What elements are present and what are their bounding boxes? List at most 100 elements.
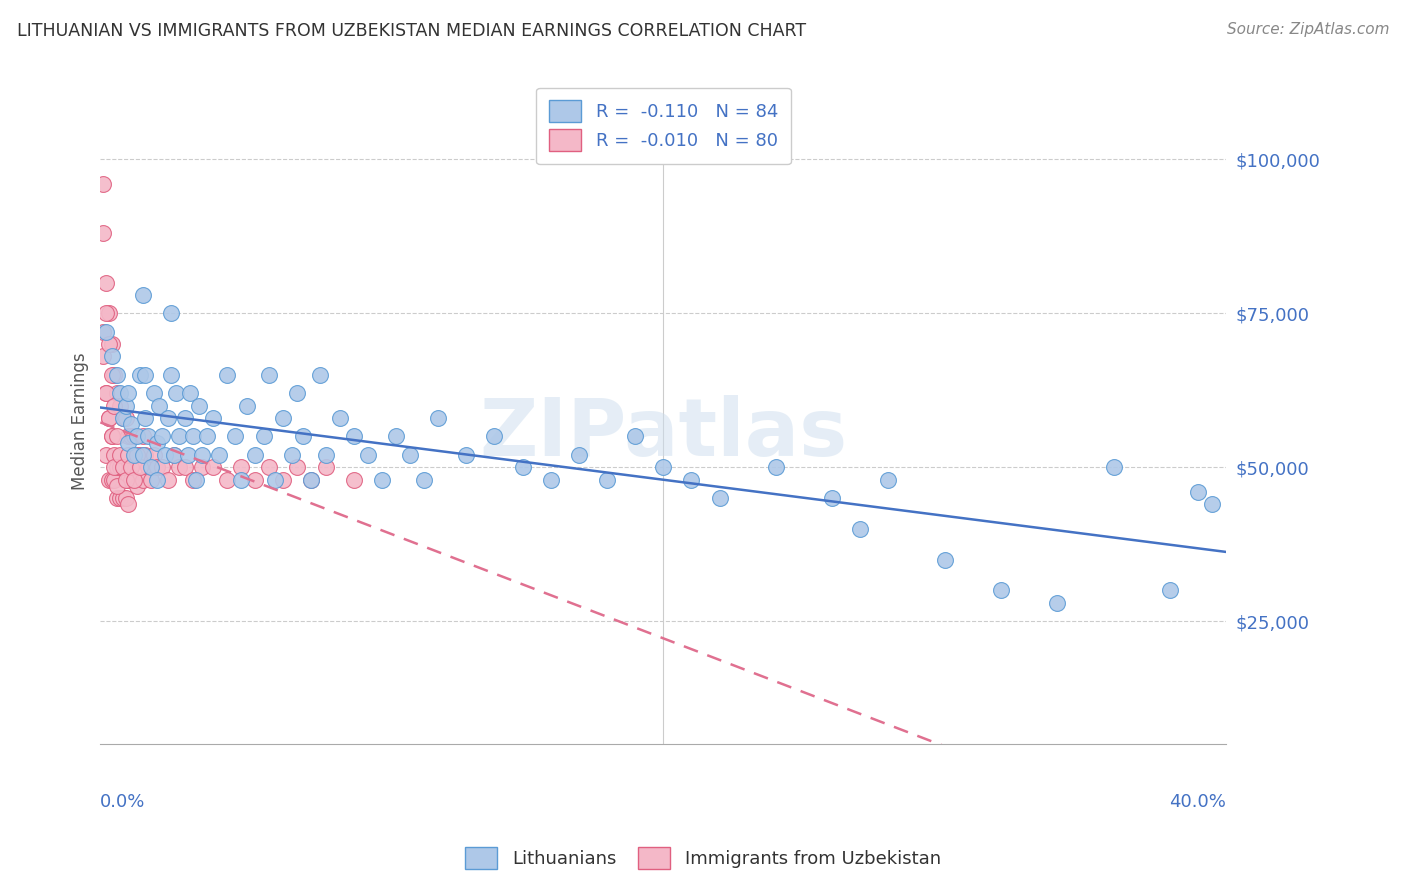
Point bbox=[456, 448, 478, 462]
Point bbox=[709, 491, 731, 505]
Point bbox=[122, 473, 145, 487]
Point bbox=[167, 460, 190, 475]
Point bbox=[100, 350, 122, 364]
Point bbox=[165, 386, 187, 401]
Point bbox=[125, 479, 148, 493]
Point bbox=[624, 429, 647, 443]
Point bbox=[207, 448, 229, 462]
Point bbox=[117, 448, 139, 462]
Point bbox=[145, 473, 167, 487]
Point bbox=[343, 429, 366, 443]
Point bbox=[849, 522, 872, 536]
Point bbox=[131, 473, 153, 487]
Point bbox=[285, 460, 308, 475]
Point bbox=[139, 473, 162, 487]
Point bbox=[215, 473, 238, 487]
Point bbox=[100, 473, 122, 487]
Point bbox=[136, 460, 159, 475]
Point bbox=[100, 368, 122, 382]
Point bbox=[652, 460, 675, 475]
Point bbox=[142, 386, 165, 401]
Point bbox=[176, 448, 198, 462]
Point bbox=[1201, 497, 1223, 511]
Point bbox=[179, 386, 201, 401]
Point bbox=[114, 460, 136, 475]
Point bbox=[117, 497, 139, 511]
Point bbox=[315, 460, 337, 475]
Point bbox=[131, 448, 153, 462]
Point bbox=[159, 368, 181, 382]
Point bbox=[173, 411, 195, 425]
Point bbox=[257, 460, 280, 475]
Point bbox=[1046, 596, 1069, 610]
Point bbox=[181, 473, 204, 487]
Point bbox=[235, 399, 257, 413]
Point bbox=[128, 448, 150, 462]
Point bbox=[150, 460, 173, 475]
Point bbox=[187, 399, 209, 413]
Point bbox=[131, 288, 153, 302]
Point bbox=[97, 411, 120, 425]
Point bbox=[100, 429, 122, 443]
Point bbox=[271, 411, 294, 425]
Point bbox=[385, 429, 408, 443]
Point bbox=[1159, 583, 1181, 598]
Point bbox=[877, 473, 900, 487]
Point bbox=[153, 448, 176, 462]
Point bbox=[139, 460, 162, 475]
Point bbox=[271, 473, 294, 487]
Point bbox=[117, 429, 139, 443]
Point bbox=[329, 411, 352, 425]
Point bbox=[315, 448, 337, 462]
Point bbox=[399, 448, 422, 462]
Point bbox=[105, 429, 128, 443]
Point bbox=[184, 473, 207, 487]
Point bbox=[1102, 460, 1125, 475]
Point bbox=[105, 368, 128, 382]
Point bbox=[105, 491, 128, 505]
Point bbox=[162, 448, 184, 462]
Point bbox=[103, 448, 125, 462]
Point bbox=[224, 429, 246, 443]
Point bbox=[301, 473, 323, 487]
Point bbox=[252, 429, 274, 443]
Point bbox=[108, 448, 131, 462]
Point bbox=[94, 306, 117, 320]
Point bbox=[94, 325, 117, 339]
Point bbox=[343, 473, 366, 487]
Point bbox=[114, 411, 136, 425]
Point bbox=[94, 448, 117, 462]
Point bbox=[821, 491, 844, 505]
Point bbox=[148, 399, 170, 413]
Point bbox=[142, 448, 165, 462]
Point bbox=[111, 460, 134, 475]
Point bbox=[156, 473, 179, 487]
Point bbox=[190, 460, 212, 475]
Point bbox=[105, 386, 128, 401]
Point bbox=[111, 460, 134, 475]
Point bbox=[114, 473, 136, 487]
Point bbox=[103, 368, 125, 382]
Point bbox=[285, 386, 308, 401]
Point bbox=[111, 411, 134, 425]
Point bbox=[215, 368, 238, 382]
Point bbox=[173, 460, 195, 475]
Point bbox=[136, 429, 159, 443]
Point bbox=[125, 448, 148, 462]
Point bbox=[357, 448, 380, 462]
Point bbox=[201, 460, 224, 475]
Point bbox=[105, 479, 128, 493]
Point bbox=[413, 473, 436, 487]
Point bbox=[512, 460, 534, 475]
Point bbox=[97, 473, 120, 487]
Point bbox=[108, 460, 131, 475]
Point bbox=[681, 473, 703, 487]
Point bbox=[301, 473, 323, 487]
Point bbox=[100, 337, 122, 351]
Point bbox=[91, 350, 114, 364]
Point bbox=[765, 460, 787, 475]
Point bbox=[229, 473, 252, 487]
Point bbox=[162, 448, 184, 462]
Point bbox=[120, 460, 142, 475]
Text: ZIPatlas: ZIPatlas bbox=[479, 395, 848, 473]
